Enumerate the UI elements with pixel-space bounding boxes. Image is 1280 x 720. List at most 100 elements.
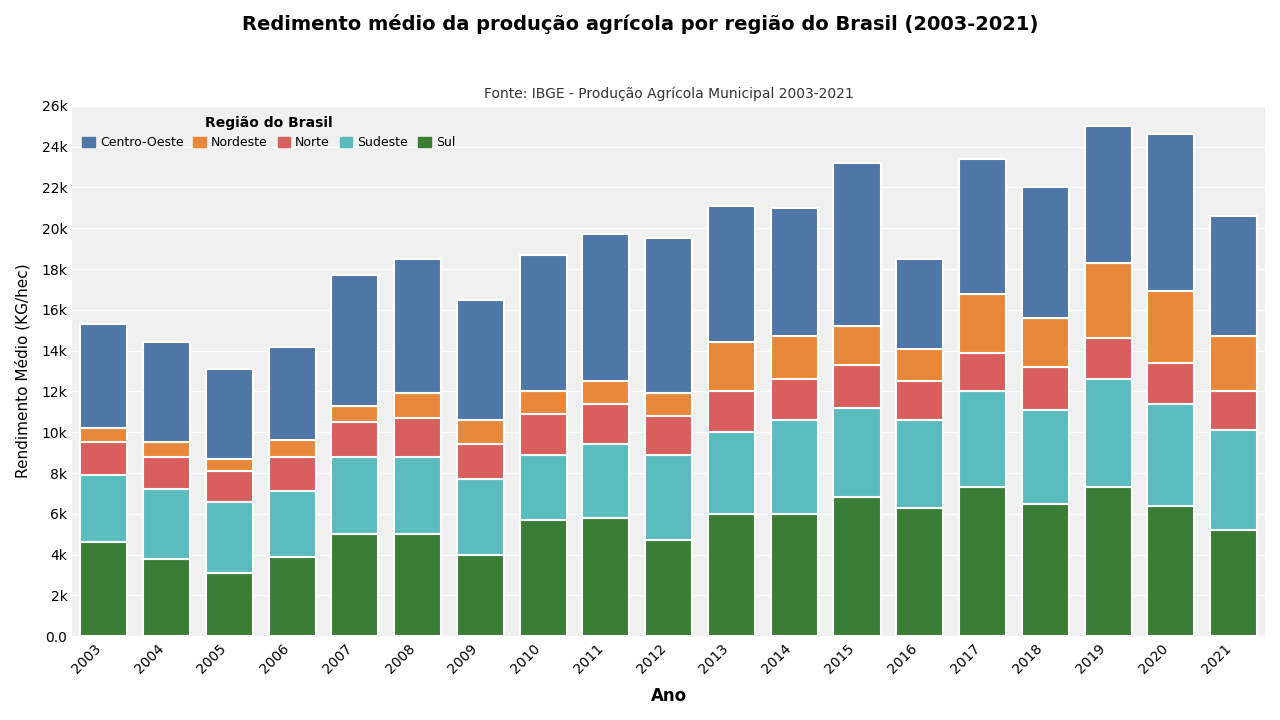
Bar: [1084, 338, 1132, 379]
Bar: [1147, 292, 1194, 363]
Bar: [771, 420, 818, 514]
Bar: [332, 422, 379, 456]
Bar: [269, 441, 316, 456]
Bar: [520, 414, 567, 454]
Bar: [1084, 263, 1132, 338]
Bar: [394, 456, 442, 534]
Bar: [645, 416, 692, 454]
Bar: [771, 514, 818, 636]
Bar: [520, 454, 567, 520]
Bar: [1084, 487, 1132, 636]
Bar: [269, 346, 316, 441]
Bar: [332, 405, 379, 422]
Bar: [582, 404, 630, 444]
Bar: [1021, 410, 1069, 503]
Bar: [771, 379, 818, 420]
Bar: [896, 348, 943, 381]
Bar: [645, 454, 692, 540]
Bar: [143, 559, 189, 636]
Bar: [394, 393, 442, 418]
Bar: [1021, 503, 1069, 636]
Bar: [269, 456, 316, 491]
Bar: [708, 514, 755, 636]
Bar: [708, 206, 755, 343]
Bar: [896, 420, 943, 508]
Bar: [708, 343, 755, 392]
Bar: [332, 456, 379, 534]
Bar: [332, 275, 379, 405]
Bar: [81, 442, 127, 475]
Bar: [771, 208, 818, 336]
Bar: [1147, 135, 1194, 292]
Bar: [143, 456, 189, 490]
Bar: [959, 392, 1006, 487]
Bar: [1210, 392, 1257, 430]
Bar: [1021, 318, 1069, 367]
Bar: [269, 491, 316, 557]
Bar: [520, 392, 567, 414]
Bar: [520, 255, 567, 392]
Bar: [833, 408, 881, 498]
Bar: [206, 573, 253, 636]
Bar: [708, 432, 755, 514]
Text: Redimento médio da produção agrícola por região do Brasil (2003-2021): Redimento médio da produção agrícola por…: [242, 14, 1038, 35]
Bar: [206, 459, 253, 471]
Bar: [143, 442, 189, 456]
Bar: [1210, 336, 1257, 392]
Bar: [394, 418, 442, 456]
Y-axis label: Rendimento Médio (KG/hec): Rendimento Médio (KG/hec): [15, 264, 31, 478]
Bar: [457, 444, 504, 479]
Bar: [520, 520, 567, 636]
Bar: [1021, 187, 1069, 318]
Bar: [645, 238, 692, 393]
Bar: [833, 498, 881, 636]
Bar: [1147, 505, 1194, 636]
Bar: [143, 490, 189, 559]
Bar: [457, 420, 504, 444]
Bar: [959, 487, 1006, 636]
X-axis label: Ano: Ano: [650, 687, 687, 705]
Bar: [1210, 530, 1257, 636]
Bar: [332, 534, 379, 636]
Title: Fonte: IBGE - Produção Agrícola Municipal 2003-2021: Fonte: IBGE - Produção Agrícola Municipa…: [484, 86, 854, 101]
Bar: [833, 365, 881, 408]
Bar: [1021, 367, 1069, 410]
Bar: [833, 163, 881, 326]
Bar: [959, 159, 1006, 294]
Legend: Centro-Oeste, Nordeste, Norte, Sudeste, Sul: Centro-Oeste, Nordeste, Norte, Sudeste, …: [78, 112, 458, 153]
Bar: [81, 428, 127, 442]
Bar: [896, 508, 943, 636]
Bar: [771, 336, 818, 379]
Bar: [81, 475, 127, 542]
Bar: [896, 258, 943, 348]
Bar: [269, 557, 316, 636]
Bar: [457, 300, 504, 420]
Bar: [959, 294, 1006, 353]
Bar: [1210, 216, 1257, 336]
Bar: [582, 234, 630, 381]
Bar: [582, 518, 630, 636]
Bar: [1147, 404, 1194, 505]
Bar: [206, 369, 253, 459]
Bar: [394, 258, 442, 393]
Bar: [206, 471, 253, 502]
Bar: [143, 343, 189, 442]
Bar: [582, 381, 630, 404]
Bar: [896, 381, 943, 420]
Bar: [1210, 430, 1257, 530]
Bar: [708, 392, 755, 432]
Bar: [645, 393, 692, 416]
Bar: [81, 324, 127, 428]
Bar: [1084, 126, 1132, 263]
Bar: [81, 542, 127, 636]
Bar: [457, 479, 504, 554]
Bar: [959, 353, 1006, 392]
Bar: [645, 540, 692, 636]
Bar: [206, 502, 253, 573]
Bar: [1084, 379, 1132, 487]
Bar: [833, 326, 881, 365]
Bar: [457, 554, 504, 636]
Bar: [1147, 363, 1194, 404]
Bar: [582, 444, 630, 518]
Bar: [394, 534, 442, 636]
